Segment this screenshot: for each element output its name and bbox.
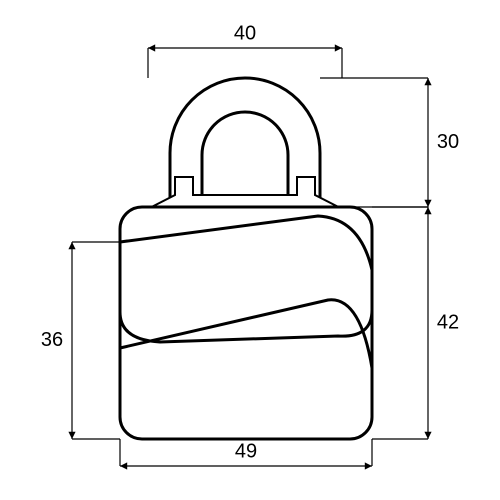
lock-body — [120, 207, 372, 439]
dimension-right-upper-label: 30 — [437, 131, 459, 153]
dimension-left-label: 36 — [41, 329, 63, 351]
padlock-drawing — [120, 78, 372, 439]
dimension-right-lower-label: 42 — [437, 311, 459, 333]
dimension-bottom-label: 49 — [235, 440, 257, 462]
dimension-top-label: 40 — [234, 22, 256, 44]
